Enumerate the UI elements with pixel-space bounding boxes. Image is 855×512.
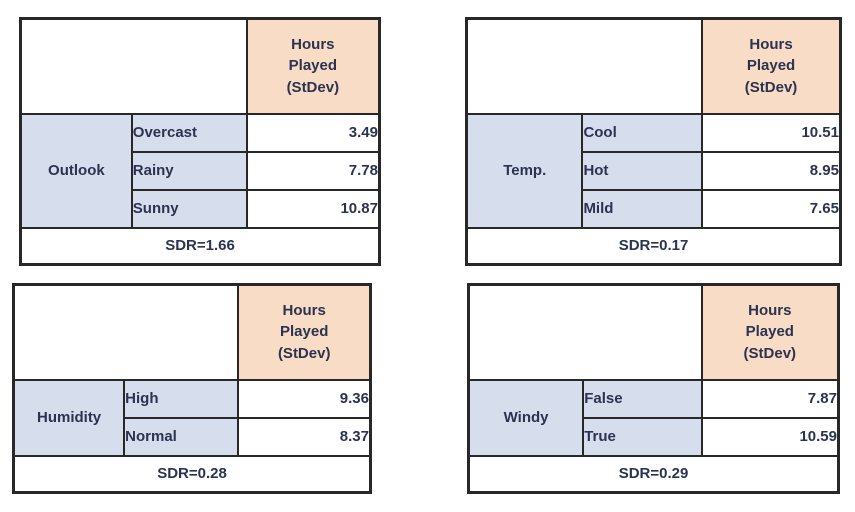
stdev-value: 3.49 [245,112,381,153]
sdr-label: SDR=1.66 [19,226,381,266]
stdev-value: 7.65 [701,188,842,229]
stdev-value: 9.36 [237,378,372,419]
footer-row: SDR=1.66 [19,226,381,266]
category-label: Normal [123,416,240,457]
empty-header-cell [19,17,248,115]
sdr-table-outlook: Hours Played (StDev) Outlook Overcast 3.49… [19,17,381,266]
table-row: Hot 8.95 [467,150,842,191]
stdev-value: 10.87 [245,188,381,229]
sdr-label: SDR=0.17 [465,226,842,266]
table-row: Normal 8.37 [14,416,372,457]
table-row: Sunny 10.87 [21,188,381,229]
footer-row: SDR=0.28 [12,454,372,494]
value-column-header: Hours Played (StDev) [701,17,842,115]
footer-row: SDR=0.17 [465,226,842,266]
category-label: Mild [581,188,704,229]
table-body: Humidity High 9.36 Normal 8.37 [12,378,372,457]
category-label: Rainy [130,150,248,191]
header-row: Hours Played (StDev) [19,17,381,115]
value-column-header: Hours Played (StDev) [245,17,381,115]
table-row: Mild 7.65 [467,188,842,229]
value-column-header: Hours Played (StDev) [700,283,840,381]
category-label: High [123,378,240,419]
sdr-label: SDR=0.29 [467,454,840,494]
table-body: Temp. Cool 10.51 Hot 8.95 Mild 7.65 [465,112,842,229]
sdr-table-temperature: Hours Played (StDev) Temp. Cool 10.51 Hot 8.… [465,17,842,266]
header-row: Hours Played (StDev) [465,17,842,115]
table-row: Outlook Overcast 3.49 [19,112,381,229]
category-label: Cool [581,112,704,153]
value-column-header: Hours Played (StDev) [237,283,372,381]
sdr-label: SDR=0.28 [12,454,372,494]
table-body: Outlook Overcast 3.49 Rainy 7.78 Sunny 10.87 [19,112,381,229]
stdev-value: 8.37 [237,416,372,457]
footer-row: SDR=0.29 [467,454,840,494]
empty-header-cell [467,283,703,381]
table-row: Rainy 7.78 [21,150,381,191]
stdev-value: 7.78 [245,150,381,191]
header-row: Hours Played (StDev) [467,283,840,381]
empty-header-cell [12,283,240,381]
table-body: Windy False 7.87 True 10.59 [467,378,840,457]
category-label: Hot [581,150,704,191]
stdev-value: 8.95 [701,150,842,191]
header-row: Hours Played (StDev) [12,283,372,381]
attribute-name: Temp. [465,112,584,229]
category-label: Sunny [130,188,248,229]
attribute-name: Windy [467,378,585,457]
category-label: False [582,378,703,419]
sdr-table-humidity: Hours Played (StDev) Humidity High 9.36 Nor… [12,283,372,494]
table-row: True 10.59 [469,416,840,457]
stdev-value: 10.59 [700,416,840,457]
attribute-name: Humidity [12,378,126,457]
category-label: Overcast [130,112,248,153]
stdev-value: 7.87 [700,378,840,419]
stdev-value: 10.51 [701,112,842,153]
empty-header-cell [465,17,704,115]
table-row: Temp. Cool 10.51 [465,112,842,229]
category-label: True [582,416,703,457]
table-row: Humidity High 9.36 [12,378,372,457]
attribute-name: Outlook [19,112,133,229]
table-row: Windy False 7.87 [467,378,840,457]
sdr-table-windy: Hours Played (StDev) Windy False 7.87 True 1… [467,283,840,494]
